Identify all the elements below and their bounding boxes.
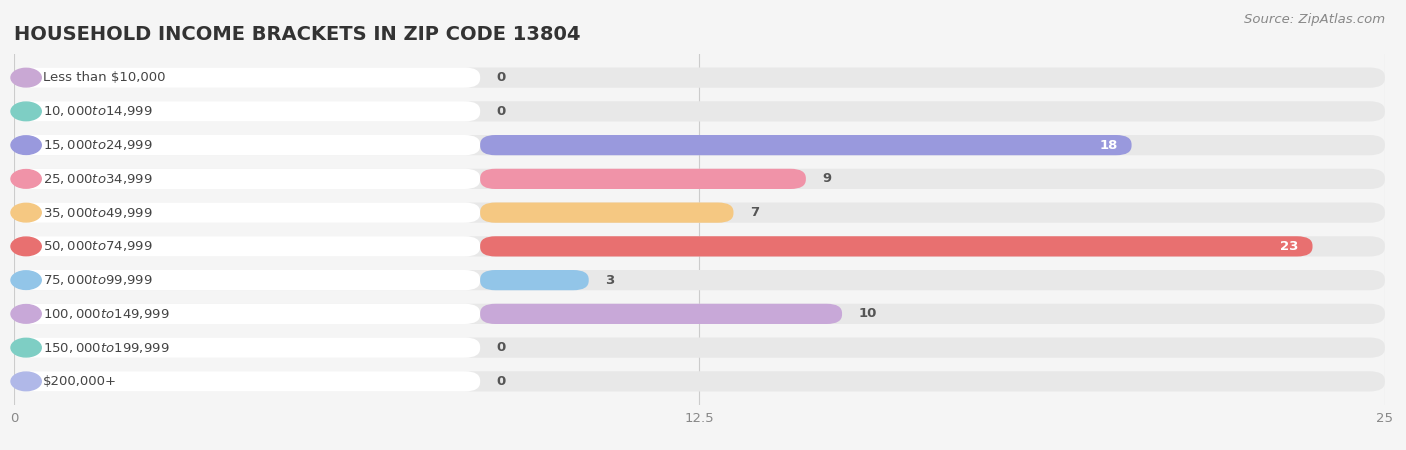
Circle shape (11, 338, 41, 357)
Circle shape (11, 372, 41, 391)
Circle shape (11, 102, 41, 121)
FancyBboxPatch shape (14, 101, 1385, 122)
Text: $35,000 to $49,999: $35,000 to $49,999 (42, 206, 152, 220)
FancyBboxPatch shape (481, 304, 842, 324)
FancyBboxPatch shape (14, 169, 481, 189)
Circle shape (11, 203, 41, 222)
Text: $25,000 to $34,999: $25,000 to $34,999 (42, 172, 152, 186)
Text: HOUSEHOLD INCOME BRACKETS IN ZIP CODE 13804: HOUSEHOLD INCOME BRACKETS IN ZIP CODE 13… (14, 25, 581, 44)
FancyBboxPatch shape (14, 68, 481, 88)
Text: 18: 18 (1099, 139, 1118, 152)
Circle shape (11, 271, 41, 289)
FancyBboxPatch shape (14, 101, 481, 122)
FancyBboxPatch shape (481, 135, 1132, 155)
FancyBboxPatch shape (14, 304, 481, 324)
FancyBboxPatch shape (481, 202, 734, 223)
Text: 0: 0 (496, 341, 506, 354)
Text: 0: 0 (496, 375, 506, 388)
FancyBboxPatch shape (14, 68, 1385, 88)
FancyBboxPatch shape (14, 270, 481, 290)
FancyBboxPatch shape (481, 169, 806, 189)
Circle shape (11, 237, 41, 256)
FancyBboxPatch shape (14, 304, 1385, 324)
Circle shape (11, 136, 41, 154)
FancyBboxPatch shape (14, 338, 481, 358)
FancyBboxPatch shape (14, 236, 481, 256)
FancyBboxPatch shape (14, 371, 1385, 392)
Text: $100,000 to $149,999: $100,000 to $149,999 (42, 307, 169, 321)
FancyBboxPatch shape (14, 236, 1385, 256)
FancyBboxPatch shape (14, 135, 1385, 155)
Text: 0: 0 (496, 105, 506, 118)
Text: 7: 7 (749, 206, 759, 219)
Circle shape (11, 68, 41, 87)
FancyBboxPatch shape (14, 202, 1385, 223)
Circle shape (11, 170, 41, 188)
Text: $75,000 to $99,999: $75,000 to $99,999 (42, 273, 152, 287)
Text: 10: 10 (859, 307, 877, 320)
Text: $150,000 to $199,999: $150,000 to $199,999 (42, 341, 169, 355)
Text: Source: ZipAtlas.com: Source: ZipAtlas.com (1244, 14, 1385, 27)
FancyBboxPatch shape (14, 338, 1385, 358)
FancyBboxPatch shape (14, 202, 481, 223)
FancyBboxPatch shape (14, 169, 1385, 189)
Text: 9: 9 (823, 172, 831, 185)
Text: Less than $10,000: Less than $10,000 (42, 71, 165, 84)
FancyBboxPatch shape (481, 236, 1313, 256)
Text: 3: 3 (605, 274, 614, 287)
Text: 23: 23 (1281, 240, 1299, 253)
Text: $15,000 to $24,999: $15,000 to $24,999 (42, 138, 152, 152)
Text: 0: 0 (496, 71, 506, 84)
FancyBboxPatch shape (14, 135, 481, 155)
FancyBboxPatch shape (14, 371, 481, 392)
Circle shape (11, 305, 41, 323)
FancyBboxPatch shape (14, 270, 1385, 290)
Text: $200,000+: $200,000+ (42, 375, 117, 388)
FancyBboxPatch shape (481, 270, 589, 290)
Text: $50,000 to $74,999: $50,000 to $74,999 (42, 239, 152, 253)
Text: $10,000 to $14,999: $10,000 to $14,999 (42, 104, 152, 118)
